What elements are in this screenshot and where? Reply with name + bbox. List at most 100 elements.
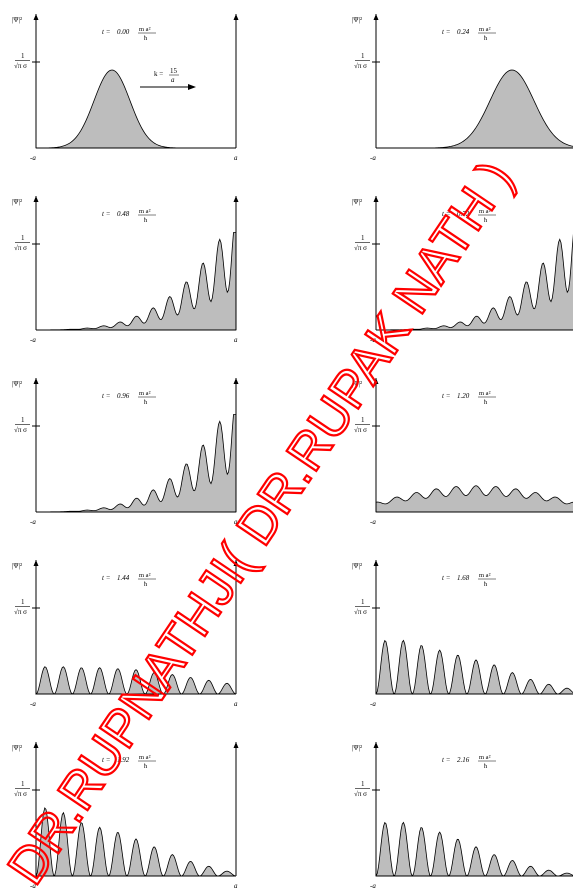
y-tick-denominator: √π σ bbox=[14, 426, 27, 434]
x-right-label: a bbox=[234, 518, 238, 526]
y-axis-label: |Ψ|² bbox=[352, 198, 362, 206]
time-value: 1.68 bbox=[457, 574, 470, 582]
time-prefix: t = bbox=[442, 756, 451, 764]
y-tick-numerator: 1 bbox=[21, 52, 25, 60]
y-axis-label: |Ψ|² bbox=[352, 16, 362, 24]
y-tick-numerator: 1 bbox=[361, 52, 365, 60]
y-axis-arrow bbox=[373, 742, 379, 748]
y-axis-arrow bbox=[373, 14, 379, 20]
probability-density-curve bbox=[35, 232, 237, 331]
y-axis-arrow bbox=[233, 378, 239, 384]
time-value: 0.96 bbox=[117, 392, 130, 400]
x-left-label: -a bbox=[30, 336, 36, 344]
plot-panel: |Ψ|²1√π σ-aat =0.24m a²ħ bbox=[352, 14, 573, 162]
plot-panel: |Ψ|² 1 √π σ -a a t = 1.92 m a² ħ bbox=[12, 742, 239, 888]
y-tick-denominator: √π σ bbox=[14, 244, 27, 252]
y-tick-denominator: √π σ bbox=[354, 62, 367, 70]
x-left-label: -a bbox=[370, 336, 376, 344]
x-left-label: -a bbox=[30, 518, 36, 526]
y-axis-arrow bbox=[233, 14, 239, 20]
plot-panel: |Ψ|²1√π σ-aat =1.20m a²ħ bbox=[352, 378, 573, 526]
y-tick-denominator: √π σ bbox=[354, 790, 367, 798]
time-unit-numerator: m a² bbox=[139, 572, 151, 579]
time-unit-denominator: ħ bbox=[484, 581, 488, 588]
time-value: 0.24 bbox=[457, 28, 470, 36]
time-value: 1.20 bbox=[457, 392, 470, 400]
plot-panel: |Ψ|²1√π σ-aat =0.72m a²ħ bbox=[352, 196, 573, 344]
time-prefix: t = bbox=[442, 210, 451, 218]
y-tick-denominator: √π σ bbox=[354, 244, 367, 252]
x-right-label: a bbox=[234, 154, 238, 162]
y-axis-arrow bbox=[33, 742, 39, 748]
time-unit-denominator: ħ bbox=[484, 763, 488, 770]
x-left-label: -a bbox=[30, 882, 36, 888]
y-axis-label: |Ψ|² bbox=[352, 562, 362, 570]
plot-panel: |Ψ|² 1 √π σ -a a t = 0.96 m a² ħ bbox=[12, 378, 239, 526]
probability-density-curve bbox=[375, 639, 573, 695]
plot-panel: |Ψ|²1√π σ-aat =2.16m a²ħ bbox=[352, 742, 573, 888]
y-tick-denominator: √π σ bbox=[14, 608, 27, 616]
time-unit-denominator: ħ bbox=[484, 35, 488, 42]
momentum-arrow-head bbox=[188, 84, 196, 90]
y-axis-label: |Ψ|² bbox=[12, 744, 22, 752]
time-unit-numerator: m a² bbox=[139, 754, 151, 761]
time-unit-denominator: ħ bbox=[484, 217, 488, 224]
y-tick-denominator: √π σ bbox=[354, 608, 367, 616]
time-value: 1.92 bbox=[117, 756, 130, 764]
y-tick-denominator: √π σ bbox=[14, 62, 27, 70]
time-unit-denominator: ħ bbox=[144, 399, 148, 406]
y-tick-numerator: 1 bbox=[361, 234, 365, 242]
y-tick-numerator: 1 bbox=[361, 780, 365, 788]
x-left-label: -a bbox=[370, 154, 376, 162]
time-value: 0.00 bbox=[117, 28, 130, 36]
momentum-numerator: 15 bbox=[170, 67, 178, 75]
time-unit-numerator: m a² bbox=[139, 390, 151, 397]
y-axis-arrow bbox=[233, 196, 239, 202]
momentum-denominator: a bbox=[171, 76, 175, 84]
x-right-label: a bbox=[234, 336, 238, 344]
y-axis-label: |Ψ|² bbox=[352, 744, 362, 752]
y-axis-arrow bbox=[233, 742, 239, 748]
x-right-label: a bbox=[234, 700, 238, 708]
x-left-label: -a bbox=[370, 518, 376, 526]
y-axis-arrow bbox=[33, 560, 39, 566]
time-unit-numerator: m a² bbox=[479, 572, 491, 579]
time-unit-denominator: ħ bbox=[144, 581, 148, 588]
y-tick-numerator: 1 bbox=[21, 416, 25, 424]
time-prefix: t = bbox=[442, 574, 451, 582]
x-left-label: -a bbox=[30, 700, 36, 708]
probability-density-curve bbox=[375, 233, 573, 331]
time-value: 0.72 bbox=[457, 210, 470, 218]
probability-density-curve bbox=[35, 666, 237, 695]
y-axis-arrow bbox=[33, 196, 39, 202]
time-unit-denominator: ħ bbox=[144, 763, 148, 770]
time-unit-numerator: m a² bbox=[479, 208, 491, 215]
time-value: 2.16 bbox=[457, 756, 470, 764]
y-axis-label: |Ψ|² bbox=[12, 380, 22, 388]
plot-panel: |Ψ|² 1 √π σ -a a t = 0.48 m a² ħ bbox=[12, 196, 239, 344]
time-value: 0.48 bbox=[117, 210, 130, 218]
y-axis-label: |Ψ|² bbox=[12, 16, 22, 24]
time-prefix: t = bbox=[102, 574, 111, 582]
time-unit-numerator: m a² bbox=[479, 390, 491, 397]
y-axis-label: |Ψ|² bbox=[12, 562, 22, 570]
y-tick-numerator: 1 bbox=[21, 780, 25, 788]
y-tick-denominator: √π σ bbox=[354, 426, 367, 434]
plot-panel: |Ψ|² 1 √π σ -a a t = 1.44 m a² ħ bbox=[12, 560, 239, 708]
time-unit-numerator: m a² bbox=[479, 754, 491, 761]
y-axis-arrow bbox=[373, 560, 379, 566]
y-tick-numerator: 1 bbox=[361, 416, 365, 424]
probability-density-curve bbox=[375, 821, 573, 877]
momentum-prefix: k = bbox=[154, 70, 163, 78]
time-unit-numerator: m a² bbox=[479, 26, 491, 33]
time-unit-denominator: ħ bbox=[484, 399, 488, 406]
time-unit-denominator: ħ bbox=[144, 35, 148, 42]
time-prefix: t = bbox=[102, 756, 111, 764]
y-axis-arrow bbox=[373, 196, 379, 202]
x-right-label: a bbox=[234, 882, 238, 888]
probability-density-curve bbox=[376, 69, 573, 149]
time-prefix: t = bbox=[442, 392, 451, 400]
time-value: 1.44 bbox=[117, 574, 130, 582]
time-unit-numerator: m a² bbox=[139, 208, 151, 215]
